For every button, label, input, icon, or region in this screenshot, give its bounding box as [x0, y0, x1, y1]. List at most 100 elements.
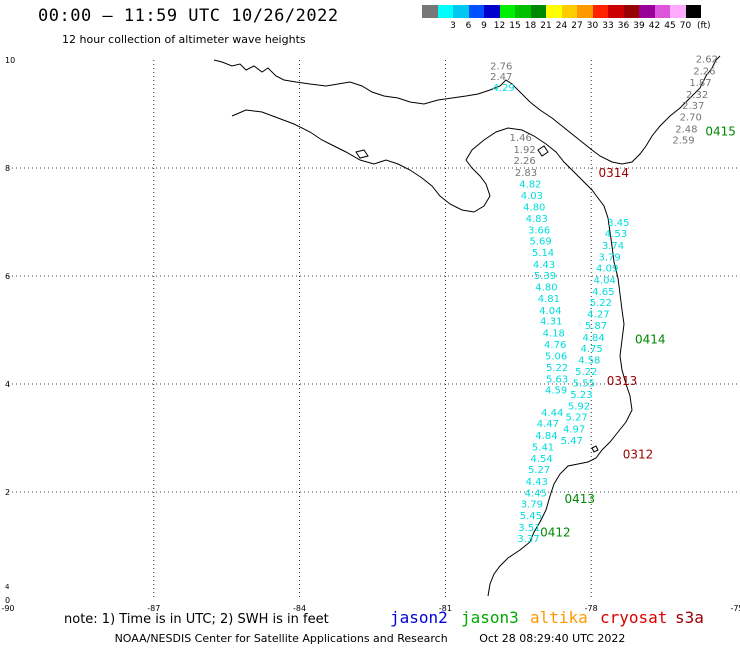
wave-height-value: 2.26 — [693, 67, 715, 78]
wave-height-value: 4.82 — [519, 179, 541, 190]
color-scale-label: 33 — [602, 21, 614, 31]
wave-height-value: 5.14 — [532, 248, 554, 259]
wave-height-value: 4.65 — [592, 287, 614, 298]
color-scale-label: 9 — [481, 21, 487, 31]
color-scale-label: 42 — [648, 21, 661, 31]
legend-satellite-s3a: s3a — [675, 608, 704, 627]
wave-height-value: 3.45 — [607, 218, 629, 229]
wave-height-value: 5.45 — [520, 511, 542, 522]
wave-height-value: 5.27 — [528, 465, 550, 476]
wave-height-value: 4.03 — [521, 191, 543, 202]
credit-timestamp: Oct 28 08:29:40 UTC 2022 — [479, 632, 626, 645]
wave-height-value: 4.45 — [525, 488, 547, 499]
wave-height-value: 2.59 — [672, 136, 694, 147]
footer-note: note: 1) Time is in UTC; 2) SWH is in fe… — [64, 612, 329, 627]
wave-height-value: 4.18 — [543, 328, 565, 339]
wave-height-value: 5.27 — [565, 413, 587, 424]
wave-height-value: 2.83 — [515, 168, 537, 179]
wave-height-value: 3.79 — [521, 500, 543, 511]
wave-height-value: 4.04 — [539, 306, 561, 317]
color-scale-swatch — [530, 5, 546, 18]
wave-height-value: 4.09 — [596, 264, 618, 275]
color-scale-label: 24 — [555, 21, 568, 31]
axis-minor-marker: 4 — [5, 583, 10, 591]
wave-height-value: 4.54 — [530, 454, 552, 465]
pass-time-label: 0415 — [705, 125, 736, 139]
wave-height-value: 4.76 — [544, 340, 566, 351]
wave-height-value: 5.92 — [568, 401, 590, 412]
color-scale-swatch — [577, 5, 593, 18]
color-scale-label: 12 — [493, 21, 506, 31]
wave-height-value: 4.80 — [523, 203, 545, 214]
pass-time-label: 0313 — [607, 374, 638, 388]
color-scale-swatch — [623, 5, 639, 18]
wave-height-value: 4.29 — [493, 83, 515, 94]
wave-height-value: 5.39 — [534, 271, 556, 282]
color-scale-swatch — [608, 5, 624, 18]
wave-height-value: 4.43 — [526, 477, 548, 488]
wave-height-value: 2.47 — [490, 72, 512, 83]
wave-height-value: 2.62 — [696, 55, 718, 66]
color-scale-label: 30 — [586, 21, 599, 31]
color-scale-swatch — [515, 5, 531, 18]
satellite-passes: 0314 0415 0414 0313 0312 0413 0412 — [540, 125, 736, 540]
pass-time-label: 0412 — [540, 525, 571, 539]
x-tick-label: -81 — [439, 604, 452, 613]
map-title: 00:00 – 11:59 UTC 10/26/2022 — [38, 6, 339, 26]
color-scale-swatch — [546, 5, 562, 18]
wave-height-value: 3.51 — [518, 523, 540, 534]
credit-line: NOAA/NESDIS Center for Satellite Applica… — [0, 632, 740, 645]
wave-height-value: 5.87 — [585, 321, 607, 332]
wave-height-value: 2.76 — [490, 62, 512, 73]
coastline-pacific-panama — [231, 109, 633, 597]
color-scale-swatch — [437, 5, 453, 18]
color-scale-label: 27 — [571, 21, 583, 31]
y-tick-label: 10 — [5, 56, 15, 65]
wave-height-value: 3.74 — [602, 241, 624, 252]
pass-time-label: 0413 — [564, 492, 595, 506]
wave-height-value: 4.80 — [535, 283, 557, 294]
wave-height-value: 4.31 — [540, 317, 562, 328]
color-scale-label: 45 — [664, 21, 676, 31]
wave-height-value: 3.66 — [528, 225, 550, 236]
wave-height-value: 4.47 — [537, 419, 559, 430]
wave-height-value: 5.63 — [546, 374, 568, 385]
color-scale-label: 6 — [465, 21, 472, 31]
wave-height-value: 4.53 — [605, 229, 627, 240]
wave-height-value: 1.87 — [689, 78, 711, 89]
legend-satellite-altika: altika — [530, 608, 588, 627]
y-tick-label: 8 — [5, 164, 10, 173]
y-tick-label: 0 — [5, 596, 10, 605]
y-tick-label: 2 — [5, 488, 10, 497]
color-scale-swatch — [484, 5, 500, 18]
wave-height-value: 4.44 — [541, 408, 563, 419]
wave-height-value: 4.58 — [578, 355, 600, 366]
map-subtitle: 12 hour collection of altimeter wave hei… — [62, 33, 306, 46]
wave-height-value: 5.06 — [545, 352, 567, 363]
color-scale-swatch — [685, 5, 701, 18]
wave-height-value: 2.37 — [682, 101, 704, 112]
color-scale-label: 21 — [540, 21, 552, 31]
wave-height-value: 5.22 — [590, 298, 612, 309]
pass-time-label: 0312 — [623, 448, 654, 462]
color-scale-swatch — [468, 5, 484, 18]
wave-height-value: 4.27 — [587, 310, 609, 321]
wave-height-value: 4.83 — [526, 214, 548, 225]
color-scale-label: 15 — [509, 21, 521, 31]
color-scale-swatch — [670, 5, 686, 18]
wave-height-value: 4.04 — [594, 276, 616, 287]
credit-organization: NOAA/NESDIS Center for Satellite Applica… — [114, 632, 448, 645]
wave-height-value: 5.47 — [561, 436, 583, 447]
color-scale-swatch — [422, 5, 438, 18]
x-tick-label: -87 — [147, 604, 160, 613]
wave-height-value: 4.81 — [538, 294, 560, 305]
wave-height-value: 4.84 — [582, 333, 604, 344]
x-tick-label: -75 — [730, 604, 740, 613]
color-scale-label: 36 — [617, 21, 630, 31]
color-scale-swatch — [453, 5, 469, 18]
color-scale-swatch — [499, 5, 515, 18]
pass-time-label: 0414 — [635, 333, 666, 347]
color-scale-swatch — [639, 5, 655, 18]
legend-satellite-jason2: jason2 — [390, 608, 448, 627]
